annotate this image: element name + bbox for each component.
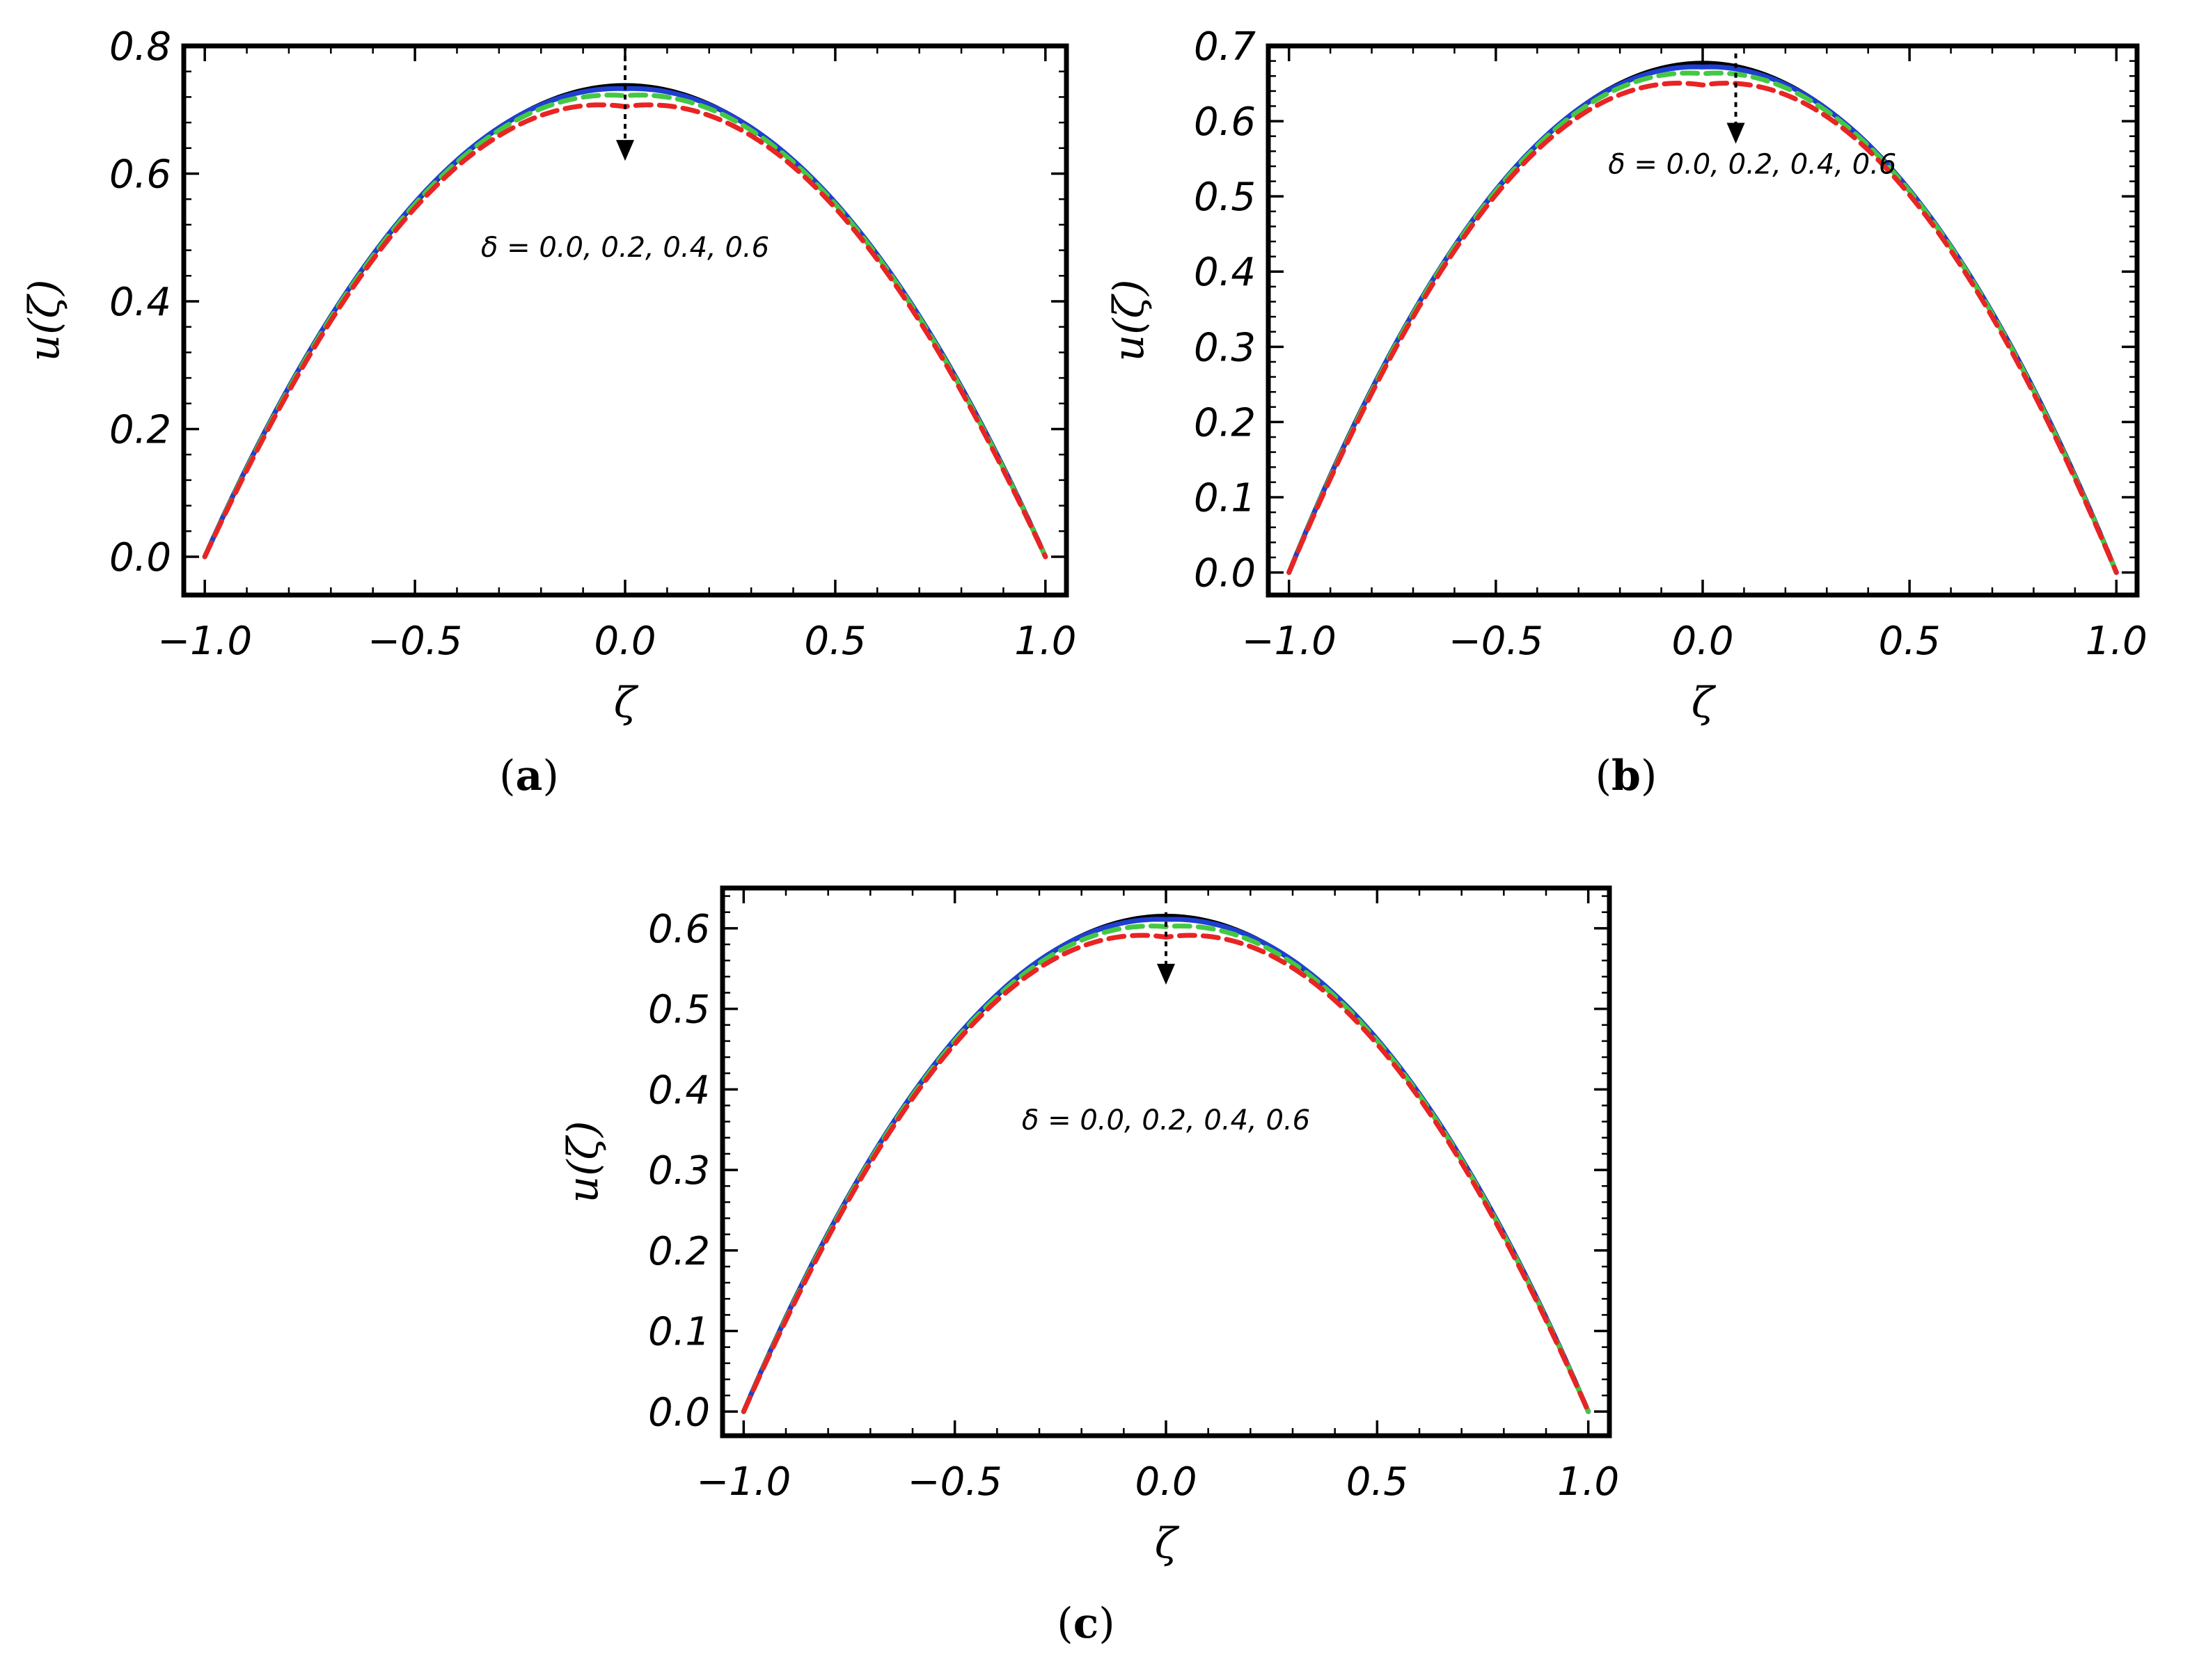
series-line-2 [1286,70,2119,576]
y-tick-label: 0.2 [1194,400,1256,445]
panel-label: (a) [499,752,559,800]
y-tick-label: 0.2 [648,1229,710,1274]
y-tick-label: 0.0 [648,1390,710,1435]
series-line-3 [741,933,1591,1414]
panel-b: −1.0 −0.5 0.0 0.5 1.0 0.0 0.1 0.2 0.3 0.4 0.5 0.6 0.… [1105,24,2147,800]
panel-c: −1.0 −0.5 0.0 0.5 1.0 0.0 0.1 0.2 0.3 0.4 0.5 0.6 ζ u… [559,885,1619,1648]
panel-label: (c) [1057,1599,1114,1648]
y-tick-label: 0.1 [1194,475,1256,521]
x-tick-label: 0.0 [1671,619,1733,664]
curves [1286,61,2119,576]
trend-arrow-head [1726,122,1745,144]
curves [741,914,1591,1414]
x-tick-label: −0.5 [908,1459,1002,1505]
y-tick-label: 0.4 [1194,250,1256,295]
delta-annotation: δ = 0.0, 0.2, 0.4, 0.6 [1022,1104,1310,1136]
series-line-3 [1286,81,2119,576]
y-tick-label: 0.5 [648,988,710,1033]
y-tick-label: 0.3 [648,1148,710,1194]
y-tick-label: 0.6 [109,152,171,197]
panel-a: −1.0 −0.5 0.0 0.5 1.0 0.0 0.2 0.4 0.6 0.8 ζ u(ζ) δ =… [20,24,1076,800]
trend-arrow-head [1157,963,1175,985]
plot-frame [1266,43,2140,598]
series-line-2 [202,93,1048,560]
x-axis-label: ζ [1155,1519,1180,1568]
panel-label: (b) [1595,752,1657,800]
x-tick-label: −1.0 [696,1459,791,1505]
x-tick-label: 1.0 [1014,619,1076,664]
x-tick-label: 0.5 [1879,619,1941,664]
x-tick-label: 0.5 [804,619,866,664]
y-tick-label: 0.0 [109,535,171,580]
x-tick-label: 0.0 [594,619,656,664]
x-axis-label: ζ [1692,679,1717,727]
y-tick-label: 0.3 [1194,325,1256,370]
y-tick-label: 0.2 [109,407,171,452]
y-axis-label: u(ζ) [20,280,69,362]
x-tick-label: −0.5 [1449,619,1543,664]
x-axis-label: ζ [614,679,639,727]
y-tick-label: 0.6 [1194,100,1256,145]
y-tick-label: 0.7 [1194,24,1256,70]
x-tick-label: −1.0 [157,619,252,664]
x-tick-label: −0.5 [368,619,462,664]
y-axis-label: u(ζ) [1105,280,1153,362]
delta-annotation: δ = 0.0, 0.2, 0.4, 0.6 [481,232,769,264]
y-tick-label: 0.6 [648,907,710,952]
y-tick-label: 0.4 [109,280,171,325]
y-tick-label: 0.8 [109,24,171,70]
x-tick-label: 1.0 [2086,619,2147,664]
y-axis-label: u(ζ) [559,1121,608,1203]
y-tick-label: 0.0 [1194,551,1256,596]
delta-annotation: δ = 0.0, 0.2, 0.4, 0.6 [1608,149,1896,181]
x-tick-label: 0.0 [1135,1459,1197,1505]
y-tick-label: 0.5 [1194,175,1256,220]
series-line-3 [202,102,1048,560]
x-tick-label: 1.0 [1557,1459,1619,1505]
x-tick-label: −1.0 [1242,619,1337,664]
y-tick-label: 0.4 [648,1068,710,1113]
trend-arrow-head [616,140,634,161]
x-tick-label: 0.5 [1346,1459,1408,1505]
y-tick-label: 0.1 [648,1310,710,1355]
series-line-2 [741,924,1591,1414]
